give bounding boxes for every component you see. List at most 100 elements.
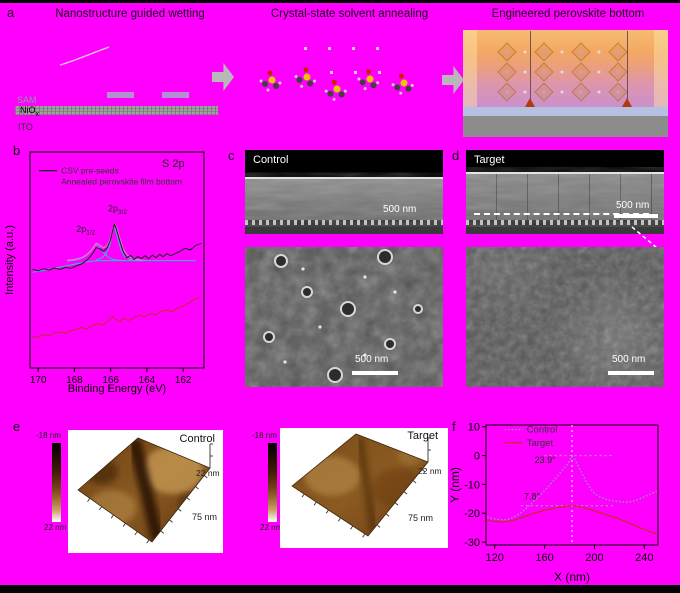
solvent-vapor-dot [352, 47, 355, 50]
chart-text: Y (nm) [450, 467, 462, 503]
seed-layer-dashed-line [474, 213, 649, 215]
afm-3d-control: Control 22 nm 75 nm [68, 430, 223, 553]
afm-surface-plot [77, 437, 213, 544]
afm-z-axis-label: 22 nm [418, 466, 442, 476]
ito-layer-label: ITO [18, 122, 33, 132]
chart-text: 2p3/2 [108, 204, 127, 217]
perovskite-edge-highlight [463, 30, 477, 107]
scalebar [608, 371, 654, 375]
perovskite-film-block [463, 30, 668, 107]
scalebar-label: 500 nm [355, 354, 389, 365]
panel-d-label: d [452, 148, 460, 163]
afm-x-axis-label: 75 nm [192, 512, 218, 522]
chart-text: 120 [486, 552, 504, 564]
grain-boundary-line [627, 31, 628, 107]
afm-image-label: Target [407, 430, 438, 442]
afm-image-label: Control [179, 433, 215, 445]
chart-text: 164 [139, 375, 156, 386]
chart-text: Target [527, 438, 554, 449]
afm-3d-target: Target 22 nm 75 nm [280, 428, 448, 548]
sam-patch [162, 92, 189, 98]
panel-f-label: f [452, 419, 456, 434]
chart-text: 166 [102, 375, 119, 386]
chart-text: 2p1/2 [76, 224, 95, 237]
top-border [0, 0, 680, 3]
chart-polyline [67, 243, 126, 262]
panel-a-title-2: Crystal-state solvent annealing [270, 8, 429, 20]
panel-a-title-1: Nanostructure guided wetting [55, 8, 205, 20]
chart-text: Intensity (a.u.) [4, 225, 16, 295]
chart-text: 0 [474, 450, 480, 462]
niox-sub-text: x [35, 110, 40, 118]
panel-b-label: b [13, 143, 21, 158]
line-profile-chart: 120 160 200 240 10 0 -10 -20 -30 X (nm) Y (nm) 23.9… [450, 422, 659, 584]
niox-base-text: NiO [20, 105, 36, 115]
chart-text: 200 [585, 552, 603, 564]
chart-text: Annealed perovskite film bottom [61, 177, 182, 187]
scalebar [614, 214, 658, 218]
panel-a-label: a [7, 5, 15, 20]
chart-polyline [485, 505, 657, 535]
chart-rect [29, 151, 205, 369]
bottom-border [0, 585, 680, 593]
chart-text: 168 [66, 375, 83, 386]
grain-boundary-anchor [622, 98, 632, 107]
colorbar-max-label: -18 nm [252, 431, 277, 440]
afm-z-axis-label: 22 nm [196, 468, 220, 478]
scalebar-label: 500 nm [612, 354, 646, 365]
solvent-vapor-dot [330, 71, 333, 74]
transport-layer-blue [463, 107, 668, 116]
sem-noise-overlay [466, 247, 664, 387]
chart-text: Binding Energy (eV) [68, 383, 166, 395]
sem-top-view-control: 500 nm [245, 247, 443, 387]
afm-surface-plot [291, 433, 431, 538]
sem-cross-section-control: Control 500 nm [245, 150, 443, 234]
substrate-layer-gray [463, 116, 668, 137]
dmso-molecule-icon [324, 79, 347, 101]
dmso-molecule-icon [294, 67, 317, 88]
xps-s2p-chart: 170 168 166 164 162 Binding Energy (eV) Intens… [4, 151, 205, 395]
substrate-base [466, 225, 664, 234]
dmso-molecules-illustration [259, 67, 414, 101]
perovskite-crystal-lattice-icon [497, 42, 628, 102]
chart-text: 170 [30, 375, 47, 386]
substrate-base [245, 225, 443, 234]
chart-text: CSV pre-seeds [61, 166, 119, 176]
solvent-vapor-dot [378, 71, 381, 74]
wetting-droplet-curve-icon [59, 46, 110, 66]
chart-polyline [96, 226, 142, 262]
chart-text: -20 [464, 508, 480, 520]
chart-text: Control [527, 425, 558, 436]
chart-text: -10 [464, 479, 480, 491]
process-arrow-icon [442, 66, 464, 94]
afm-colorbar [52, 443, 61, 522]
panel-c-label: c [228, 148, 235, 163]
chart-polyline [32, 296, 200, 339]
colorbar-min-label: 22 nm [260, 523, 283, 532]
sem-top-view-target: 500 nm [466, 247, 664, 387]
dmso-molecule-icon [259, 70, 282, 92]
afm-colorbar [268, 443, 277, 522]
chart-text: 240 [635, 552, 653, 564]
solvent-vapor-dot [304, 47, 307, 50]
scalebar [352, 371, 398, 375]
grain-boundary-anchor [525, 98, 535, 107]
panel-a-title-3: Engineered perovskite bottom [491, 8, 645, 20]
colorbar-min-label: 22 nm [44, 523, 67, 532]
chart-text: 162 [175, 375, 192, 386]
substrate-speckle-row [245, 220, 443, 225]
chart-polyline [32, 260, 196, 273]
chart-text: 10 [468, 422, 480, 434]
sam-patch [107, 92, 134, 98]
panel-e-label: e [13, 419, 21, 434]
perovskite-edge-highlight [654, 30, 668, 107]
solvent-vapor-dot [376, 47, 379, 50]
afm-x-axis-label: 75 nm [408, 513, 434, 523]
chart-polyline [486, 455, 658, 521]
solvent-vapor-dot [354, 71, 357, 74]
chart-text: 23.9° [535, 455, 557, 465]
substrate-speckle-row [466, 220, 664, 225]
dmso-molecule-icon [357, 69, 380, 91]
sem-image-label: Target [474, 154, 505, 166]
